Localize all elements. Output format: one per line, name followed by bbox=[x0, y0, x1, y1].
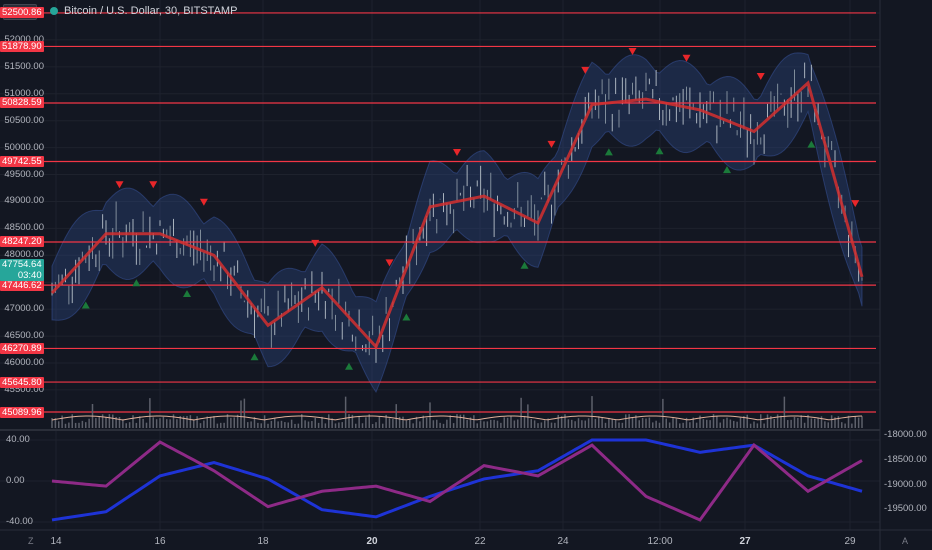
price-tick-label: 52000.00 bbox=[4, 33, 44, 45]
market-status-icon bbox=[50, 7, 58, 16]
oscillator-tick-label: 40.00 bbox=[6, 434, 30, 445]
price-tick-label: 46000.00 bbox=[4, 357, 44, 368]
level-price-tag: 46270.89 bbox=[0, 342, 44, 354]
sell-signal-marker bbox=[311, 239, 320, 247]
sell-signal-marker bbox=[628, 48, 637, 56]
time-tick-label: 22 bbox=[474, 536, 486, 547]
bar-countdown: 03:40 bbox=[17, 269, 42, 281]
price-tick-label: 49500.00 bbox=[4, 168, 44, 180]
sell-signal-marker bbox=[581, 66, 590, 74]
sell-signal-marker bbox=[756, 72, 765, 80]
level-price-tag: 49742.55 bbox=[0, 155, 44, 167]
price-tick-label: 48500.00 bbox=[4, 222, 44, 234]
sell-signal-marker bbox=[149, 181, 158, 189]
time-tick-label: 24 bbox=[557, 536, 569, 547]
timezone-button[interactable]: Z bbox=[28, 536, 34, 546]
sell-signal-marker bbox=[385, 259, 394, 267]
level-price-tag: 52500.86 bbox=[0, 7, 44, 19]
oscillator-tick-label: 0.00 bbox=[6, 475, 25, 486]
level-price-tag: 45645.80 bbox=[0, 376, 44, 388]
symbol-title[interactable]: Bitcoin / U.S. Dollar, 30, BITSTAMP bbox=[50, 5, 237, 17]
buy-signal-marker bbox=[520, 261, 529, 269]
price-tick-label: 47000.00 bbox=[4, 303, 44, 315]
sell-signal-marker bbox=[851, 200, 860, 208]
buy-signal-marker bbox=[345, 362, 353, 370]
sell-signal-marker bbox=[115, 181, 124, 189]
buy-signal-marker bbox=[250, 353, 259, 361]
buy-signal-marker bbox=[81, 301, 90, 309]
moving-average-line bbox=[50, 80, 864, 350]
signal-markers bbox=[81, 48, 860, 370]
oscillator-line-1 bbox=[51, 438, 863, 522]
auto-scale-button[interactable]: A bbox=[902, 536, 909, 546]
level-price-tag: 50828.59 bbox=[0, 97, 44, 109]
buy-signal-marker bbox=[807, 140, 816, 148]
buy-signal-marker bbox=[604, 148, 613, 156]
level-price-tag: 47446.62 bbox=[0, 279, 44, 291]
buy-signal-marker bbox=[402, 313, 411, 321]
current-price-tag: 47754.64 03:40 bbox=[0, 258, 44, 281]
price-tick-label: 45500.00 bbox=[4, 383, 44, 395]
support-resistance-levels bbox=[0, 12, 876, 413]
time-tick-label: 29 bbox=[844, 536, 856, 547]
price-tick-label: 46500.00 bbox=[4, 330, 44, 342]
level-price-tag: 48247.20 bbox=[0, 236, 44, 248]
price-tick-label: 51000.00 bbox=[4, 87, 44, 99]
time-tick-label: 16 bbox=[154, 536, 166, 547]
time-tick-label: 20 bbox=[366, 536, 378, 547]
oscillator-right-tick-label: -18500.00 bbox=[884, 454, 927, 465]
price-tick-label: 49000.00 bbox=[4, 195, 44, 207]
oscillator-tick-label: -40.00 bbox=[6, 516, 33, 527]
price-tick-label: 50500.00 bbox=[4, 114, 44, 126]
sell-signal-marker bbox=[453, 149, 461, 156]
buy-signal-marker bbox=[655, 147, 664, 155]
sell-signal-marker bbox=[682, 54, 691, 62]
sell-signal-marker bbox=[547, 140, 556, 148]
volume-bars bbox=[51, 396, 863, 428]
time-tick-label: 12:00 bbox=[647, 536, 673, 547]
oscillator-line-2 bbox=[51, 440, 863, 522]
sell-signal-marker bbox=[199, 198, 208, 206]
oscillator-pane bbox=[0, 438, 880, 523]
oscillator-right-tick-label: -19500.00 bbox=[884, 503, 927, 514]
oscillator-right-tick-label: -19000.00 bbox=[884, 479, 927, 490]
time-tick-label: 18 bbox=[257, 536, 269, 547]
price-tick-label: 50000.00 bbox=[4, 141, 44, 153]
level-price-tag: 45089.96 bbox=[0, 406, 44, 418]
buy-signal-marker bbox=[183, 290, 191, 297]
level-price-tag: 51878.90 bbox=[0, 40, 44, 52]
buy-signal-marker bbox=[723, 166, 731, 174]
current-price-value: 47754.64 bbox=[2, 258, 42, 270]
time-tick-label: 14 bbox=[50, 536, 62, 547]
price-tick-label: 48000.00 bbox=[4, 249, 44, 261]
time-tick-label: 27 bbox=[739, 536, 751, 547]
volume-ma-line bbox=[51, 415, 863, 421]
symbol-title-text: Bitcoin / U.S. Dollar, 30, BITSTAMP bbox=[64, 5, 238, 17]
buy-signal-marker bbox=[132, 279, 141, 287]
oscillator-right-tick-label: -18000.00 bbox=[884, 429, 927, 440]
price-tick-label: 51500.00 bbox=[4, 60, 44, 72]
